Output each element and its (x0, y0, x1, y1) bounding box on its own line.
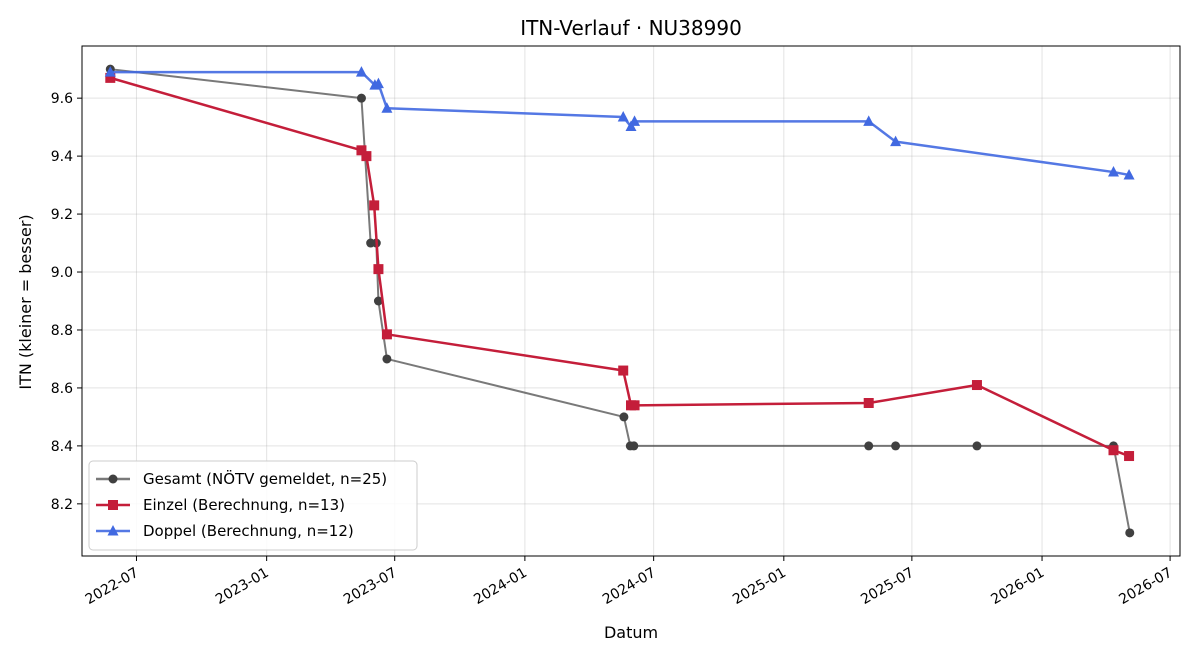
legend-marker (108, 500, 118, 510)
data-point (355, 66, 367, 77)
legend-item: Einzel (Berechnung, n=13) (96, 496, 345, 514)
data-point (617, 110, 629, 122)
series-layer (104, 64, 1135, 538)
data-point (382, 354, 392, 364)
legend-label: Doppel (Berechnung, n=12) (143, 522, 354, 540)
series-0 (105, 64, 1135, 538)
data-point (629, 400, 640, 411)
y-tick-label: 9.2 (51, 207, 73, 223)
y-tick-label: 8.4 (51, 439, 73, 455)
chart-title: ITN-Verlauf · NU38990 (520, 16, 742, 40)
series-line (110, 70, 1130, 177)
x-axis-label: Datum (604, 623, 658, 642)
data-point (863, 115, 875, 126)
legend-label: Gesamt (NÖTV gemeldet, n=25) (143, 469, 387, 488)
data-point (356, 93, 366, 103)
data-point (629, 115, 641, 126)
y-tick-label: 9.6 (51, 91, 73, 107)
legend-item: Gesamt (NÖTV gemeldet, n=25) (96, 469, 387, 488)
legend-item: Doppel (Berechnung, n=12) (96, 522, 354, 540)
data-point (381, 102, 393, 113)
data-point (1107, 166, 1119, 177)
data-point (1108, 445, 1119, 456)
legend-box (88, 460, 418, 551)
legend-marker (108, 474, 118, 484)
y-tick-label: 8.6 (51, 381, 73, 397)
data-point (373, 264, 384, 275)
data-point (864, 441, 874, 451)
data-point (890, 135, 902, 147)
data-point (1123, 168, 1135, 180)
data-point (105, 72, 116, 83)
legend-marker (107, 525, 119, 536)
data-point (972, 441, 982, 451)
data-point (369, 200, 380, 211)
data-point (373, 296, 383, 306)
y-axis-label: ITN (kleiner = besser) (16, 214, 35, 389)
y-axis: 8.2 8.4 8.6 8.8 9.0 9.2 9.4 9.6 (51, 91, 82, 513)
series-1 (105, 72, 1135, 462)
data-point (1125, 528, 1135, 538)
legend: Gesamt (NÖTV gemeldet, n=25) Einzel (Bere… (88, 460, 418, 551)
data-point (629, 441, 639, 451)
data-point (971, 380, 982, 391)
y-tick-label: 8.2 (51, 497, 73, 513)
plot-frame (81, 45, 1181, 557)
data-point (863, 398, 874, 408)
y-tick-label: 8.8 (51, 323, 73, 339)
series-2 (104, 66, 1135, 180)
data-point (619, 412, 629, 422)
data-point (372, 77, 384, 89)
data-point (618, 365, 629, 376)
y-tick-label: 9.0 (51, 265, 73, 281)
data-point (1124, 451, 1135, 462)
data-point (104, 66, 116, 77)
legend-label: Einzel (Berechnung, n=13) (143, 496, 345, 514)
data-point (381, 329, 392, 340)
data-point (356, 145, 367, 156)
data-point (891, 441, 901, 451)
data-point (361, 151, 372, 162)
y-tick-label: 9.4 (51, 149, 73, 165)
